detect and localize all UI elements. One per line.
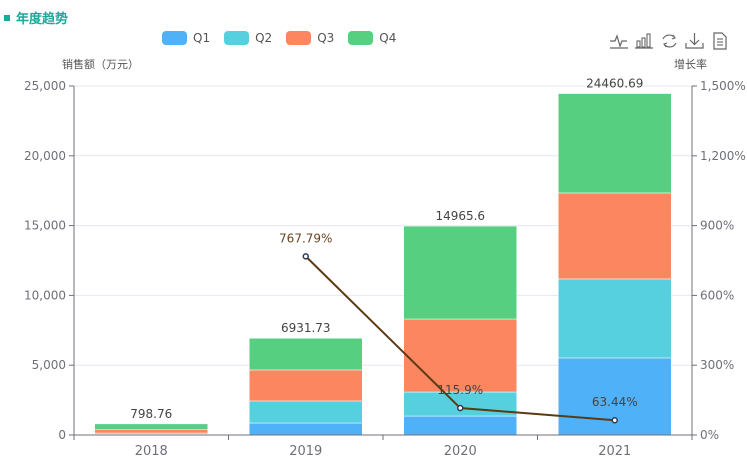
y-tick-label-right: 0%: [700, 428, 719, 442]
bar-total-label: 14965.6: [435, 209, 485, 223]
legend-label: Q3: [317, 31, 335, 45]
bar-chart-icon[interactable]: [632, 30, 657, 52]
x-tick-label: 2021: [598, 444, 631, 458]
legend-item-q4[interactable]: Q4: [348, 31, 396, 45]
growth-rate-label: 767.79%: [279, 231, 332, 245]
bar-q2-2018: [94, 432, 208, 435]
x-tick-label: 2019: [289, 444, 322, 458]
growth-rate-line: [305, 255, 615, 422]
y-tick-label-left: 0: [58, 428, 66, 442]
bar-q3-2020: [403, 318, 517, 393]
title-marker: [4, 14, 10, 21]
y-tick-label-left: 10,000: [24, 288, 66, 302]
bar-q3-2018: [94, 429, 208, 434]
bar-q3-2021: [558, 192, 672, 280]
y-axis-left-label: 销售额（万元）: [62, 57, 139, 71]
growth-rate-point: [457, 404, 464, 412]
x-tick-label: 2018: [135, 444, 168, 458]
bar-q4-2021: [558, 93, 672, 194]
growth-rate-label: 63.44%: [592, 395, 638, 409]
y-tick-label-right: 600%: [700, 288, 734, 302]
bar-q3-2019: [249, 369, 363, 402]
restore-icon[interactable]: [657, 30, 682, 52]
bar-q1-2020: [403, 415, 517, 436]
bar-q2-2019: [249, 400, 363, 424]
growth-rate-point: [611, 416, 618, 424]
legend-swatch: [224, 31, 250, 45]
growth-rate-point: [302, 253, 309, 260]
bar-q4-2018: [94, 423, 208, 430]
chart-toolbar: [607, 30, 732, 52]
bar-q2-2021: [558, 278, 672, 359]
bar-q2-2020: [403, 391, 517, 417]
legend-item-q3[interactable]: Q3: [286, 31, 334, 45]
data-view-icon[interactable]: [707, 30, 732, 52]
legend-swatch: [286, 31, 312, 45]
bar-q4-2019: [249, 337, 363, 371]
chart-title-text: 年度趋势: [16, 12, 69, 27]
legend-item-q1[interactable]: Q1: [162, 31, 210, 45]
legend-swatch: [348, 31, 374, 45]
y-tick-label-right: 1,200%: [700, 149, 746, 163]
bar-total-label: 798.76: [130, 407, 172, 421]
chart-title: 年度趋势: [4, 8, 68, 27]
bar-q1-2018: [94, 433, 208, 436]
legend-swatch: [162, 31, 187, 45]
bar-q1-2021: [558, 357, 672, 436]
x-tick-label: 2020: [444, 444, 477, 458]
y-tick-label-left: 20,000: [24, 149, 66, 163]
y-tick-label-left: 25,000: [24, 79, 66, 93]
legend-label: Q2: [255, 31, 273, 45]
y-tick-label-left: 15,000: [24, 219, 66, 233]
y-tick-label-right: 900%: [700, 219, 734, 233]
growth-rate-label: 115.9%: [437, 383, 483, 397]
bar-total-label: 24460.69: [586, 77, 643, 91]
legend: Q1 Q2 Q3 Q4: [162, 31, 410, 45]
bar-q4-2020: [403, 225, 517, 320]
bar-q1-2019: [249, 422, 363, 436]
line-chart-icon[interactable]: [607, 30, 632, 52]
y-tick-label-right: 1,500%: [700, 79, 746, 93]
y-tick-label-right: 300%: [700, 358, 734, 372]
legend-item-q2[interactable]: Q2: [224, 31, 272, 45]
download-icon[interactable]: [682, 30, 707, 52]
y-tick-label-left: 5,000: [32, 358, 66, 372]
y-axis-right-label: 增长率: [674, 57, 707, 71]
bar-total-label: 6931.73: [281, 321, 331, 335]
legend-label: Q1: [193, 31, 211, 45]
legend-label: Q4: [379, 31, 397, 45]
